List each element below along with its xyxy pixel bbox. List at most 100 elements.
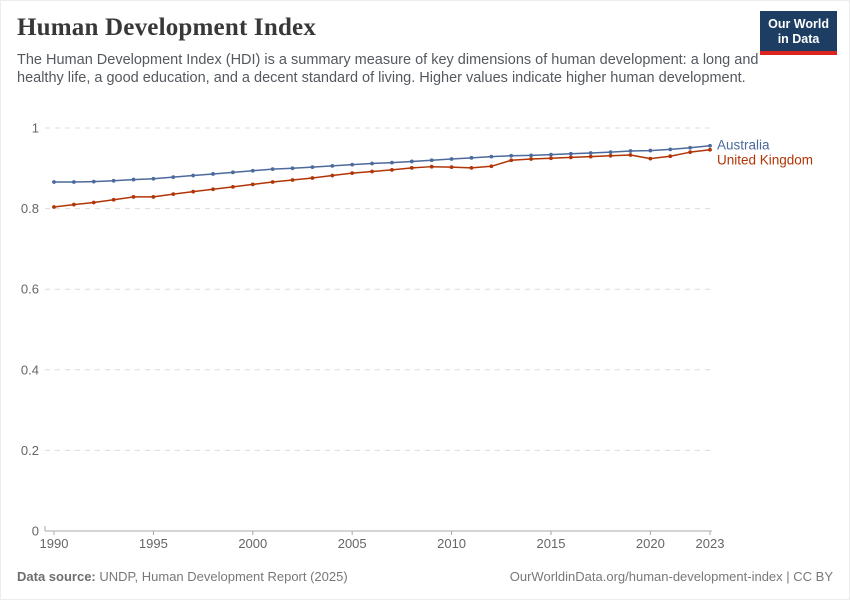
y-axis-label-0: 0 xyxy=(32,524,39,539)
point-united-kingdom-2010 xyxy=(449,165,454,169)
point-australia-2022 xyxy=(688,145,693,150)
y-axis-label-0.8: 0.8 xyxy=(21,201,39,216)
data-source-label: Data source: xyxy=(17,569,96,584)
point-united-kingdom-2006 xyxy=(370,169,374,174)
point-australia-2008 xyxy=(409,159,414,164)
line-united-kingdom xyxy=(53,149,711,208)
line-australia xyxy=(53,144,711,183)
point-australia-1996 xyxy=(171,175,176,180)
point-united-kingdom-2018 xyxy=(608,153,613,158)
chart-subtitle: The Human Development Index (HDI) is a s… xyxy=(17,52,759,86)
point-australia-1991 xyxy=(71,180,76,184)
point-australia-2005 xyxy=(350,162,355,167)
point-united-kingdom-2002 xyxy=(290,178,295,182)
point-united-kingdom-2009 xyxy=(429,164,434,169)
point-united-kingdom-2005 xyxy=(350,171,355,176)
point-australia-2004 xyxy=(330,163,335,168)
point-australia-1998 xyxy=(211,172,215,176)
owid-logo-line1: Our World xyxy=(768,17,829,31)
x-axis-label-2015: 2015 xyxy=(537,536,566,551)
point-united-kingdom-2020 xyxy=(648,156,653,161)
point-united-kingdom-2021 xyxy=(668,154,673,159)
x-axis-label-2005: 2005 xyxy=(338,536,367,551)
owid-logo-line2: in Data xyxy=(777,32,820,46)
y-axis-label-0.2: 0.2 xyxy=(21,443,39,458)
point-australia-2001 xyxy=(270,167,275,172)
point-australia-2023 xyxy=(708,143,712,148)
point-united-kingdom-1994 xyxy=(131,195,136,199)
y-axis-label-1: 1 xyxy=(32,121,39,136)
point-united-kingdom-2004 xyxy=(330,173,335,178)
point-australia-2014 xyxy=(529,153,533,158)
point-united-kingdom-1999 xyxy=(231,184,235,189)
chart-footer: Data source: UNDP, Human Development Rep… xyxy=(17,569,833,584)
point-australia-2017 xyxy=(588,151,593,155)
legend-label-united-kingdom[interactable]: United Kingdom xyxy=(717,152,813,167)
point-australia-2003 xyxy=(310,165,315,169)
point-united-kingdom-1998 xyxy=(211,187,215,192)
point-australia-1997 xyxy=(191,173,196,178)
point-united-kingdom-2016 xyxy=(568,155,573,160)
point-australia-2019 xyxy=(628,149,633,153)
hdi-line-chart[interactable]: 0 0.2 0.4 0.6 0.8 1 1990 1995 2000 2005 2010 2015 20… xyxy=(1,116,850,564)
point-united-kingdom-1990 xyxy=(52,205,56,209)
point-australia-2015 xyxy=(549,152,553,157)
point-united-kingdom-1995 xyxy=(151,195,156,199)
y-axis-label-0.4: 0.4 xyxy=(21,362,39,377)
markers-australia xyxy=(52,143,712,184)
point-australia-2013 xyxy=(509,153,514,158)
point-united-kingdom-2008 xyxy=(409,165,414,170)
point-australia-2020 xyxy=(648,148,653,153)
point-australia-1994 xyxy=(131,177,136,182)
point-united-kingdom-1992 xyxy=(91,200,96,205)
point-united-kingdom-2015 xyxy=(549,156,553,161)
point-australia-2006 xyxy=(370,161,374,166)
footer-citation-link[interactable]: OurWorldinData.org/human-development-ind… xyxy=(509,569,833,584)
x-axis-label-1990: 1990 xyxy=(40,536,69,551)
point-australia-2007 xyxy=(390,160,394,165)
point-australia-2012 xyxy=(489,154,494,159)
point-united-kingdom-2019 xyxy=(628,153,633,157)
point-australia-1999 xyxy=(231,170,235,175)
point-united-kingdom-2023 xyxy=(708,147,712,152)
legend-label-australia[interactable]: Australia xyxy=(717,137,770,152)
point-australia-2002 xyxy=(290,166,295,171)
point-australia-1990 xyxy=(52,180,56,184)
point-united-kingdom-2001 xyxy=(270,180,275,184)
x-axis-label-2010: 2010 xyxy=(437,536,466,551)
point-australia-2010 xyxy=(449,157,454,161)
x-axis-label-1995: 1995 xyxy=(139,536,168,551)
point-united-kingdom-1993 xyxy=(111,197,116,202)
point-australia-1993 xyxy=(111,178,116,183)
markers-united-kingdom xyxy=(52,147,712,209)
point-australia-2018 xyxy=(608,150,613,155)
point-united-kingdom-1997 xyxy=(191,189,196,194)
point-australia-1992 xyxy=(91,179,96,184)
point-united-kingdom-1996 xyxy=(171,192,176,196)
x-axis-label-2020: 2020 xyxy=(636,536,665,551)
owid-logo[interactable]: Our World in Data xyxy=(760,11,837,55)
point-united-kingdom-2012 xyxy=(489,164,494,169)
point-united-kingdom-2014 xyxy=(529,157,533,161)
point-united-kingdom-2013 xyxy=(509,158,514,163)
point-united-kingdom-2011 xyxy=(469,165,474,170)
point-united-kingdom-2022 xyxy=(688,150,693,155)
x-axis-label-2023: 2023 xyxy=(696,536,725,551)
point-australia-1995 xyxy=(151,176,156,181)
y-axis-label-0.6: 0.6 xyxy=(21,282,39,297)
point-united-kingdom-2007 xyxy=(390,168,394,172)
x-axis-label-2000: 2000 xyxy=(238,536,267,551)
point-united-kingdom-2000 xyxy=(250,182,255,187)
point-united-kingdom-2017 xyxy=(588,154,593,159)
point-united-kingdom-2003 xyxy=(310,176,315,180)
point-australia-2021 xyxy=(668,147,673,152)
data-source-text: UNDP, Human Development Report (2025) xyxy=(95,569,348,584)
page-title: Human Development Index xyxy=(17,14,317,41)
point-australia-2000 xyxy=(250,168,255,173)
point-united-kingdom-1991 xyxy=(71,202,76,207)
data-source: Data source: UNDP, Human Development Rep… xyxy=(17,569,348,584)
point-australia-2016 xyxy=(568,151,573,156)
point-australia-2009 xyxy=(429,158,434,163)
point-australia-2011 xyxy=(469,155,474,160)
